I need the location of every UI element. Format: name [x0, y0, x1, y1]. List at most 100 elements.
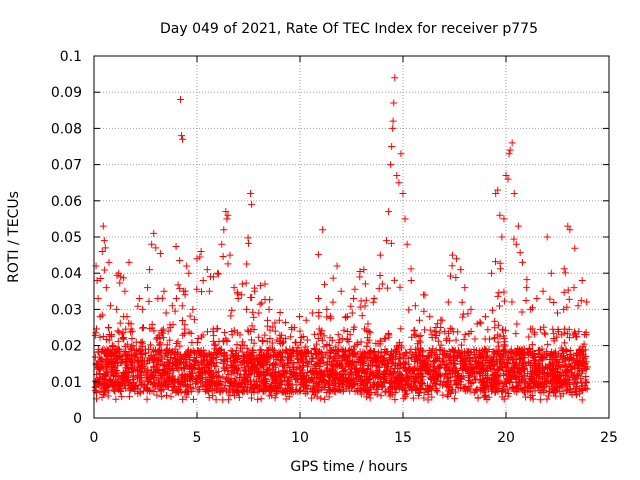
- data-point-cloud: [380, 349, 388, 357]
- data-point-cloud: [201, 385, 209, 393]
- data-point-cloud: [551, 357, 559, 365]
- data-point-cloud: [565, 325, 573, 333]
- data-point-cloud: [207, 360, 215, 368]
- data-point-cloud: [557, 344, 565, 352]
- data-point-cloud: [255, 333, 263, 341]
- data-point-cloud: [463, 387, 471, 395]
- data-point-cloud: [229, 383, 237, 391]
- data-point-cloud: [579, 346, 587, 354]
- data-point-cloud: [298, 348, 306, 356]
- data-point-cloud: [292, 372, 300, 380]
- data-point-cloud: [118, 393, 126, 401]
- data-point-cloud: [329, 362, 337, 370]
- data-point: [420, 291, 428, 299]
- data-point-cloud: [494, 292, 502, 300]
- data-point-cloud: [156, 346, 164, 354]
- data-point-cloud: [292, 338, 300, 346]
- data-point-cloud: [533, 381, 541, 389]
- data-point-cloud: [91, 353, 99, 361]
- data-point-cloud: [536, 396, 544, 404]
- data-point-cloud: [109, 383, 117, 391]
- data-point-cloud: [276, 349, 284, 357]
- data-point: [220, 226, 228, 234]
- data-point-cloud: [347, 345, 355, 353]
- data-point-cloud: [235, 393, 243, 401]
- data-point-cloud: [561, 339, 569, 347]
- data-point-cloud: [280, 338, 288, 346]
- data-point-cloud: [238, 348, 246, 356]
- data-point-cloud: [182, 388, 190, 396]
- data-point-cloud: [451, 395, 459, 403]
- data-point-cloud: [146, 387, 154, 395]
- data-point-cloud: [551, 353, 559, 361]
- data-point: [566, 226, 574, 234]
- y-tick-label: 0.08: [51, 121, 82, 137]
- data-point-cloud: [111, 369, 119, 377]
- data-point: [154, 295, 162, 303]
- data-point-cloud: [286, 373, 294, 381]
- data-point-cloud: [336, 386, 344, 394]
- data-point-cloud: [451, 353, 459, 361]
- data-point-cloud: [426, 365, 434, 373]
- data-point-cloud: [268, 339, 276, 347]
- data-point-cloud: [547, 350, 555, 358]
- data-point-cloud: [376, 271, 384, 279]
- data-point-cloud: [162, 347, 170, 355]
- data-point-cloud: [97, 274, 105, 282]
- data-point: [224, 211, 232, 219]
- data-point-cloud: [578, 346, 586, 354]
- data-point: [172, 295, 180, 303]
- data-point: [574, 302, 582, 310]
- data-point-cloud: [420, 394, 428, 402]
- data-point-cloud: [144, 366, 152, 374]
- data-point-cloud: [217, 345, 225, 353]
- data-point-cloud: [205, 394, 213, 402]
- data-point: [185, 269, 193, 277]
- data-point: [129, 342, 137, 350]
- data-point-cloud: [538, 382, 546, 390]
- data-point-cloud: [297, 349, 305, 357]
- data-point-cloud: [381, 372, 389, 380]
- data-point-cloud: [142, 374, 150, 382]
- data-point-cloud: [276, 308, 284, 316]
- data-point-cloud: [244, 326, 252, 334]
- data-point-cloud: [129, 384, 137, 392]
- data-point-cloud: [508, 349, 516, 357]
- data-point-cloud: [425, 387, 433, 395]
- data-point-cloud: [254, 396, 262, 404]
- y-tick-label: 0.05: [51, 230, 82, 246]
- data-point-cloud: [380, 356, 388, 364]
- data-point-cloud: [348, 309, 356, 317]
- data-point-cloud: [335, 360, 343, 368]
- data-point-cloud: [209, 380, 217, 388]
- data-point-cloud: [169, 377, 177, 385]
- data-point-cloud: [273, 336, 281, 344]
- data-point-cloud: [166, 336, 174, 344]
- data-point-cloud: [170, 366, 178, 374]
- data-point: [121, 287, 129, 295]
- data-point-cloud: [440, 378, 448, 386]
- data-point-cloud: [399, 360, 407, 368]
- data-point-cloud: [433, 388, 441, 396]
- data-point-cloud: [518, 360, 526, 368]
- data-point-cloud: [364, 339, 372, 347]
- data-point-cloud: [583, 298, 591, 306]
- data-point-cloud: [318, 378, 326, 386]
- data-point-cloud: [310, 385, 318, 393]
- data-point-cloud: [401, 351, 409, 359]
- data-point-cloud: [96, 363, 104, 371]
- data-point-cloud: [127, 384, 135, 392]
- data-point-cloud: [204, 367, 212, 375]
- data-point-cloud: [550, 298, 558, 306]
- data-point-cloud: [490, 380, 498, 388]
- data-point-cloud: [277, 356, 285, 364]
- data-point-cloud: [343, 354, 351, 362]
- data-point-cloud: [153, 391, 161, 399]
- data-point-cloud: [502, 379, 510, 387]
- data-point: [142, 345, 149, 353]
- data-point-cloud: [555, 363, 563, 371]
- data-point-cloud: [299, 366, 307, 374]
- data-point-cloud: [228, 306, 236, 314]
- data-point-cloud: [210, 345, 218, 353]
- data-point-cloud: [553, 380, 561, 388]
